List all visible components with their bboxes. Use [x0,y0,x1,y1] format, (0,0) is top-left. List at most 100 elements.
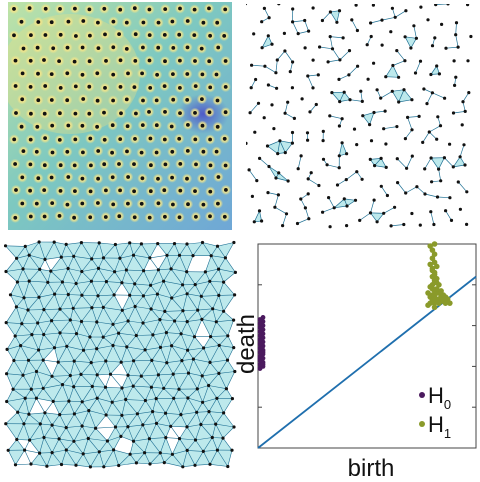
sparse-point [291,20,295,24]
heatmap-point [208,85,213,90]
dense-point [230,397,234,401]
sparse-point [306,138,310,142]
sparse-point [328,35,332,39]
dense-triangle [209,411,224,425]
dense-edge [118,333,128,348]
dense-triangle [133,255,150,271]
heatmap-point [43,33,48,37]
dense-triangle [217,438,233,451]
heatmap-point [177,32,182,37]
dense-triangle [59,332,77,347]
sparse-point [369,21,373,25]
heatmap-point [208,189,213,194]
dense-edge [70,374,82,376]
dense-triangle [44,425,60,439]
dense-triangle [66,242,82,257]
sparse-edge [437,196,450,199]
dense-point [42,435,46,440]
point-h1 [425,290,431,296]
heatmap-point [50,150,55,155]
dense-triangle [163,268,183,285]
heatmap-point [162,137,167,142]
heatmap-point [148,86,153,90]
dense-point [23,244,27,248]
heatmap-point [192,33,197,37]
heatmap-point [163,7,168,11]
dense-edge [121,360,134,363]
dense-edge [209,449,218,465]
dense-point [12,358,16,363]
heatmap-point [222,214,227,219]
dense-point [207,410,211,414]
sparse-edge [405,186,418,194]
dense-point [124,268,128,272]
heatmap-point [214,72,219,77]
dense-edge [196,402,203,413]
dense-edge [126,346,134,361]
dense-edge [73,425,83,442]
dense-edge [96,307,104,323]
dense-point [141,294,145,298]
dense-edge [29,280,48,283]
heatmap-point [102,110,106,115]
dense-triangle [141,360,159,377]
sparse-point [274,71,278,75]
dense-edge [88,438,108,442]
sparse-edge [261,35,269,48]
dense-point [4,269,8,274]
dense-triangle [171,255,187,272]
dense-point [103,385,108,389]
dense-edge [36,397,54,402]
dense-triangle [187,412,201,427]
sparse-point [369,139,374,143]
dense-edge [163,388,180,390]
heatmap-point [200,97,204,101]
dense-triangle [28,412,45,424]
dense-edge [6,373,14,390]
sparse-point [372,110,376,115]
dense-triangle [36,360,52,377]
dense-edge [22,371,37,376]
heatmap-point [208,33,213,38]
sparse-point [456,180,460,184]
sparse-edge [455,22,457,35]
dense-edge [186,243,194,256]
heatmap-point [58,7,62,11]
sparse-point [421,140,425,144]
dense-edge [163,280,183,286]
dense-edge [91,258,99,269]
sparse-point [403,59,407,63]
sparse-point [380,18,384,22]
sparse-edge [380,90,393,99]
point-h1 [427,261,434,268]
dense-edge [24,389,32,399]
dense-edge [227,347,234,361]
dense-point [74,463,78,467]
heatmap-point [35,45,40,50]
dense-edge [145,398,157,401]
heatmap-point [147,58,152,63]
dense-edge [52,384,63,402]
sparse-edge [259,210,262,222]
dense-edge [81,295,93,308]
dense-point [232,425,236,429]
dense-edge [59,308,74,310]
sparse-point [247,168,251,172]
dense-edge [121,269,127,283]
dense-triangle [6,258,24,272]
dense-edge [158,374,164,389]
dense-point [142,269,146,273]
dense-triangle [193,347,210,363]
dense-triangle [201,295,219,309]
dense-edge [215,423,224,439]
dense-triangle [29,269,48,283]
dense-triangle [209,398,224,413]
sparse-point [429,156,433,160]
sparse-edge [381,186,388,196]
dense-edge [197,296,202,311]
heatmap-point [163,110,167,114]
dense-point [26,358,31,362]
dense-edge [181,358,194,361]
dense-edge [37,320,52,324]
sparse-edge [462,101,466,112]
